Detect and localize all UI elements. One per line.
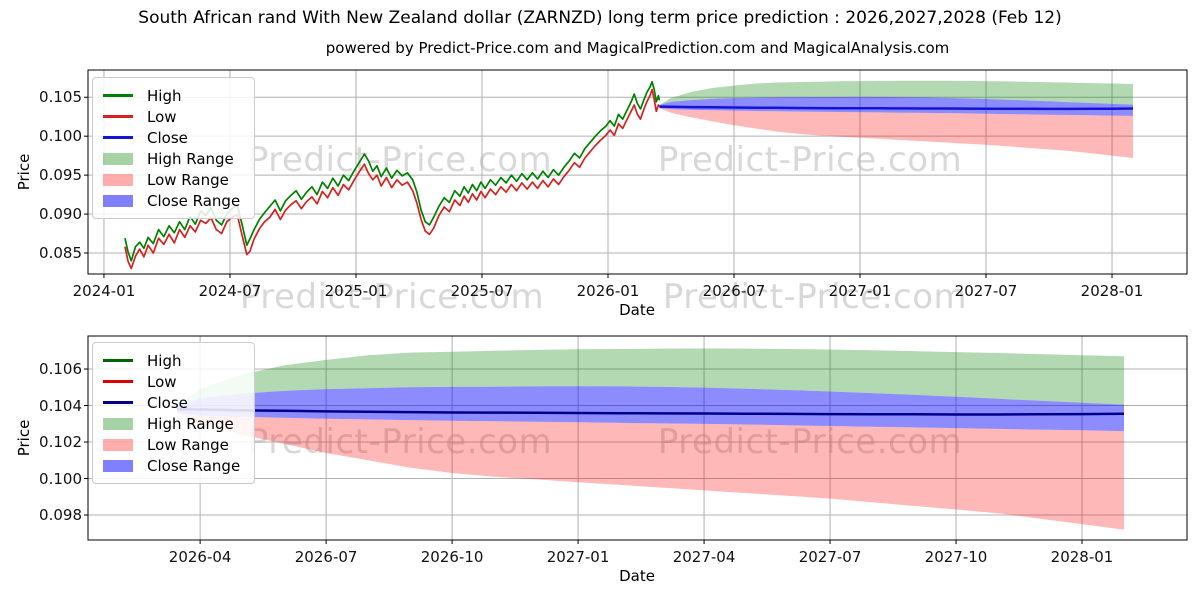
legend-entry: Close: [103, 127, 240, 148]
y-tick-label: 0.098: [39, 506, 82, 524]
x-tick-label: 2028-01: [1050, 548, 1114, 566]
high-range-band: [177, 348, 1124, 406]
high-range-swatch: [103, 417, 133, 430]
y-tick-label: 0.105: [39, 88, 82, 107]
legend-label: Close: [147, 128, 188, 147]
legend-label: Close: [147, 393, 188, 412]
x-tick-label: 2027-07: [954, 282, 1018, 300]
close-range-band: [659, 96, 1133, 116]
legend-entry: High: [103, 85, 240, 106]
legend-label: Low: [147, 107, 177, 126]
close-swatch: [103, 401, 133, 404]
low-range-band: [659, 108, 1133, 158]
plot-border: [87, 69, 1188, 275]
legend-entry: Low: [103, 371, 240, 392]
high-swatch: [103, 359, 133, 362]
y-tick-label: 0.104: [39, 396, 82, 415]
legend-box-top: High Low Close High Range Low Range Close Ran…: [92, 77, 256, 219]
prediction-close-line: [176, 407, 1125, 416]
y-tick-label: 0.095: [39, 166, 82, 185]
legend-entry: Close: [103, 392, 240, 413]
legend-label: Close Range: [147, 191, 241, 210]
low-range-swatch: [103, 173, 133, 186]
x-tick-label: 2026-01: [576, 282, 640, 300]
legend-label: Close Range: [147, 456, 241, 475]
legend-entry: Low Range: [103, 169, 240, 190]
high-range-swatch: [103, 152, 133, 165]
close-range-band: [177, 386, 1124, 432]
x-tick-label: 2026-04: [168, 548, 232, 566]
x-tick-label: 2027-10: [924, 548, 988, 566]
close-range-swatch: [103, 194, 133, 207]
y-tick-label: 0.100: [39, 127, 82, 146]
x-tick-label: 2025-01: [324, 282, 388, 300]
legend-entry: Low Range: [103, 434, 240, 455]
legend-label: Low: [147, 372, 177, 391]
low-range-swatch: [103, 438, 133, 451]
watermark-text: Predict-Price.com: [657, 140, 963, 180]
watermark-text: Predict-Price.com: [662, 277, 968, 317]
low-swatch: [103, 380, 133, 383]
x-tick-label: 2024-01: [72, 282, 136, 300]
legend-entry: High: [103, 350, 240, 371]
close-range-swatch: [103, 459, 133, 472]
legend-label: High: [147, 86, 182, 105]
x-tick-label: 2025-07: [450, 282, 514, 300]
close-swatch: [103, 136, 133, 139]
y-tick-label: 0.090: [39, 205, 82, 224]
x-tick-label: 2027-01: [828, 282, 892, 300]
legend-entry: High Range: [103, 148, 240, 169]
legend-label: High Range: [147, 414, 234, 433]
x-tick-label: 2026-07: [702, 282, 766, 300]
x-tick-label: 2027-07: [798, 548, 862, 566]
x-tick-label: 2027-04: [672, 548, 736, 566]
low-swatch: [103, 115, 133, 118]
high-range-band: [659, 80, 1133, 105]
y-tick-label: 0.085: [39, 243, 82, 262]
legend-label: Low Range: [147, 435, 229, 454]
watermark-text: Predict-Price.com: [239, 277, 545, 317]
plot-border: [87, 335, 1188, 541]
prediction-close-line: [659, 105, 1134, 111]
high-swatch: [103, 94, 133, 97]
legend-label: Low Range: [147, 170, 229, 189]
history-low-line: [124, 88, 661, 270]
low-range-band: [177, 412, 1124, 530]
x-axis-label-bottom: Date: [619, 567, 655, 585]
legend-entry: Close Range: [103, 455, 240, 476]
axes-subtitle: powered by Predict-Price.com and Magical…: [325, 39, 950, 57]
y-tick-label: 0.106: [39, 360, 82, 379]
x-tick-label: 2026-10: [420, 548, 484, 566]
legend-label: High: [147, 351, 182, 370]
legend-box-bottom: High Low Close High Range Low Range Close Ran…: [92, 342, 256, 484]
y-tick-label: 0.100: [39, 469, 82, 488]
page-title: South African rand With New Zealand doll…: [138, 8, 1062, 28]
history-high-line: [124, 80, 661, 262]
legend-entry: Close Range: [103, 190, 240, 211]
legend-label: High Range: [147, 149, 234, 168]
x-tick-label: 2024-07: [198, 282, 262, 300]
x-axis-label-top: Date: [619, 301, 655, 319]
y-tick-label: 0.102: [39, 433, 82, 451]
x-tick-label: 2026-07: [294, 548, 358, 566]
legend-entry: High Range: [103, 413, 240, 434]
x-tick-label: 2028-01: [1080, 282, 1144, 300]
legend-entry: Low: [103, 106, 240, 127]
x-tick-label: 2027-01: [546, 548, 610, 566]
